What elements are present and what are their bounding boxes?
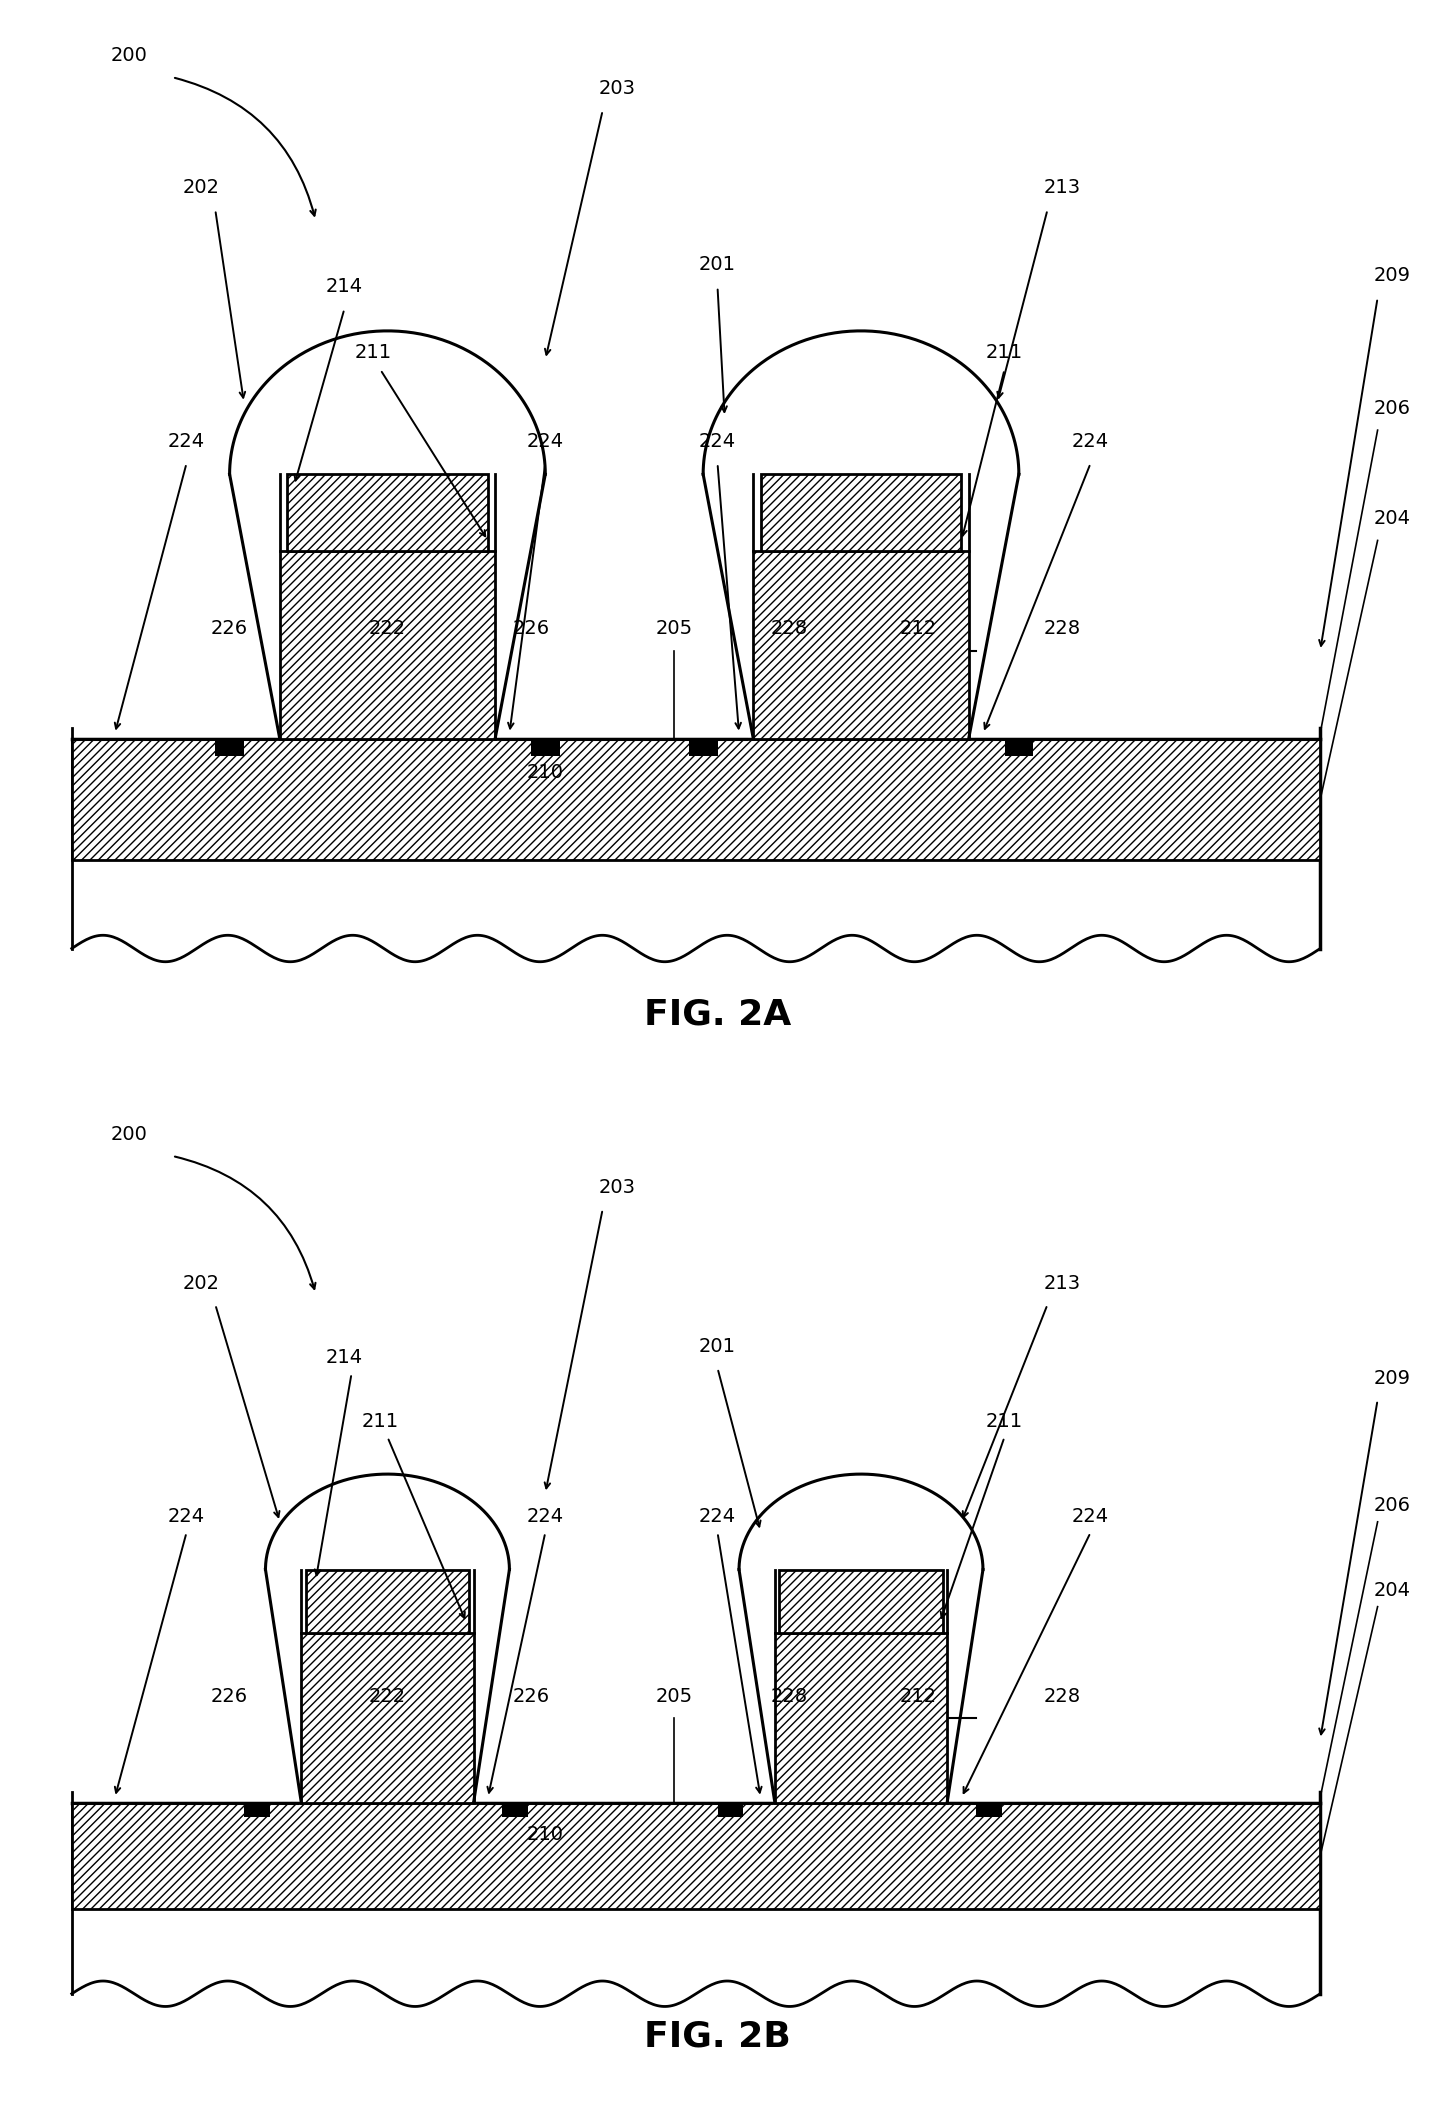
Text: 228: 228 (1043, 1688, 1081, 1705)
Text: 211: 211 (986, 344, 1023, 363)
Text: 224: 224 (1072, 1508, 1109, 1525)
Bar (301, 1633, 474, 1803)
Text: FIG. 2B: FIG. 2B (644, 2019, 791, 2053)
Bar (280, 551, 495, 738)
Text: 200: 200 (110, 1126, 148, 1143)
Text: 213: 213 (1043, 178, 1081, 197)
Text: 211: 211 (986, 1413, 1023, 1430)
Text: 224: 224 (168, 433, 205, 450)
Bar (718, 1803, 743, 1816)
Bar (779, 1570, 943, 1633)
Text: 228: 228 (771, 1688, 808, 1705)
Text: 204: 204 (1373, 509, 1411, 528)
Text: 211: 211 (354, 344, 392, 363)
Bar (531, 738, 560, 755)
Text: 202: 202 (182, 178, 220, 197)
Text: 213: 213 (1043, 1275, 1081, 1292)
Text: 222: 222 (369, 619, 406, 638)
Text: 224: 224 (527, 1508, 564, 1525)
Text: 209: 209 (1373, 267, 1411, 284)
Text: 206: 206 (1373, 399, 1411, 418)
Text: 214: 214 (326, 1349, 363, 1366)
Text: 226: 226 (211, 1688, 248, 1705)
Text: FIG. 2A: FIG. 2A (644, 997, 791, 1031)
Text: 201: 201 (699, 1338, 736, 1355)
Text: 203: 203 (598, 78, 636, 98)
Text: 212: 212 (900, 619, 937, 638)
Text: 209: 209 (1373, 1370, 1411, 1387)
Text: 204: 204 (1373, 1582, 1411, 1599)
Text: 211: 211 (362, 1413, 399, 1430)
Text: 206: 206 (1373, 1497, 1411, 1514)
Text: 212: 212 (900, 1688, 937, 1705)
Text: 222: 222 (369, 1688, 406, 1705)
Text: 205: 205 (656, 1688, 693, 1705)
Bar (753, 551, 969, 738)
Bar (775, 1633, 947, 1803)
Text: 202: 202 (182, 1275, 220, 1292)
Bar (976, 1803, 1002, 1816)
Text: 200: 200 (110, 47, 148, 64)
Text: 228: 228 (1043, 619, 1081, 638)
Text: 226: 226 (512, 1688, 550, 1705)
Text: 224: 224 (527, 433, 564, 450)
Text: 210: 210 (527, 764, 564, 781)
Text: 228: 228 (771, 619, 808, 638)
Bar (306, 1570, 469, 1633)
Text: 201: 201 (699, 255, 736, 274)
Text: 224: 224 (699, 1508, 736, 1525)
Bar (244, 1803, 270, 1816)
Text: 205: 205 (656, 619, 693, 638)
Bar (689, 738, 718, 755)
Text: 226: 226 (512, 619, 550, 638)
Text: 224: 224 (699, 433, 736, 450)
Text: 226: 226 (211, 619, 248, 638)
Text: 224: 224 (168, 1508, 205, 1525)
Bar (1004, 738, 1033, 755)
Text: 224: 224 (1072, 433, 1109, 450)
Bar (215, 738, 244, 755)
Bar (72, 1803, 1320, 1909)
Text: 214: 214 (326, 278, 363, 297)
Bar (72, 738, 1320, 861)
Bar (502, 1803, 528, 1816)
Bar (287, 475, 488, 551)
Text: 203: 203 (598, 1179, 636, 1196)
Text: 210: 210 (527, 1826, 564, 1843)
Bar (761, 475, 961, 551)
